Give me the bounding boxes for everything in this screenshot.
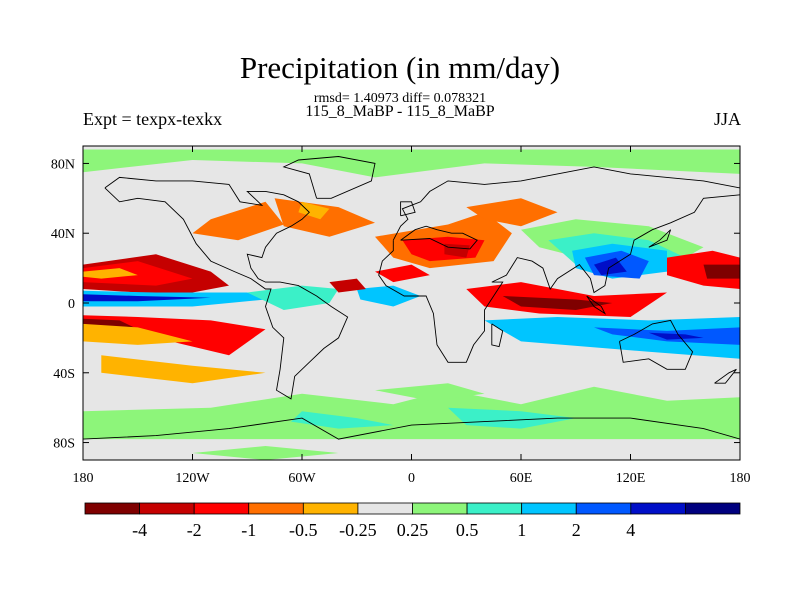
map-axes: 180 120W 60W 0 60E 120E 180 80N 40N 0 40S 80S: [51, 146, 751, 486]
colorbar-swatch: [412, 502, 468, 515]
coastline-4: [400, 225, 478, 250]
field-region-15: [101, 355, 266, 384]
field-region-8: [192, 201, 284, 241]
field-region-36: [375, 264, 430, 283]
coastline-7: [491, 323, 504, 348]
lon-tick-label: 120E: [616, 471, 646, 486]
field-region-7: [83, 323, 193, 345]
coastline-9: [400, 201, 416, 217]
field-region-4: [83, 294, 211, 302]
coastline-10: [648, 229, 672, 248]
lat-tick-label: 40S: [53, 367, 75, 382]
colorbar-label: -4: [132, 520, 147, 540]
lat-tick-label: 40N: [51, 227, 75, 242]
colorbar-swatch: [139, 502, 195, 515]
colorbar-label: -2: [187, 520, 202, 540]
field-region-32: [648, 332, 704, 340]
coastline-6: [83, 417, 740, 440]
lon-tick-label: 180: [730, 471, 751, 486]
colorbar-swatch: [521, 502, 577, 515]
colorbar-swatch: [357, 502, 413, 515]
field-region-18: [448, 407, 576, 429]
plot-title: Precipitation (in mm/day): [239, 50, 561, 85]
field-region-2: [83, 268, 138, 279]
field-region-37: [375, 383, 485, 401]
lon-tick-label: 180: [73, 471, 94, 486]
colorbar: -4 -2 -1 -0.5 -0.25 0.25 0.5 1 2 4: [84, 502, 741, 540]
colorbar-swatch: [575, 502, 632, 515]
lon-tick-label: 120W: [175, 471, 210, 486]
field-region-14: [466, 198, 558, 227]
colorbar-label: 0.5: [456, 520, 479, 540]
field-region-10: [298, 201, 330, 220]
lat-tick-label: 80N: [51, 157, 75, 172]
colorbar-label: -1: [241, 520, 256, 540]
season-label: JJA: [713, 109, 741, 129]
colorbar-swatch: [302, 502, 359, 515]
field-region-16: [83, 149, 740, 178]
coastline-11: [714, 368, 737, 384]
lat-tick-label: 80S: [53, 437, 75, 452]
stats-line: rmsd= 1.40973 diff= 0.078321: [313, 91, 487, 106]
colorbar-label: 4: [626, 520, 635, 540]
coastline-8: [586, 295, 607, 315]
colorbar-label: 0.25: [397, 520, 429, 540]
coastline-2: [392, 166, 740, 241]
field-region-35: [329, 278, 366, 293]
lat-tick-label: 0: [68, 297, 75, 312]
colorbar-label: 1: [517, 520, 526, 540]
coastlines: [83, 156, 740, 440]
colorbar-swatch: [630, 502, 686, 515]
precip-difference-field: [83, 149, 740, 460]
colorbar-label: -0.5: [289, 520, 318, 540]
colorbar-label: 2: [572, 520, 581, 540]
coastline-3: [378, 194, 740, 363]
field-region-19: [291, 411, 394, 429]
field-region-9: [274, 198, 375, 237]
colorbar-swatch: [193, 502, 250, 515]
lon-tick-label: 60W: [288, 471, 316, 486]
field-region-30: [484, 317, 740, 359]
field-region-27: [703, 264, 740, 279]
colorbar-swatch: [248, 502, 304, 515]
field-region-1: [83, 261, 193, 286]
experiment-compare: 115_8_MaBP - 115_8_MaBP: [305, 103, 495, 120]
coastline-1: [282, 156, 376, 199]
lon-tick-label: 60E: [510, 471, 533, 486]
colorbar-swatch: [685, 502, 741, 515]
colorbar-label: -0.25: [339, 520, 377, 540]
colorbar-swatch: [466, 502, 523, 515]
colorbar-swatch: [84, 502, 140, 515]
field-region-26: [667, 250, 740, 289]
field-region-34: [356, 285, 421, 307]
lon-tick-label: 0: [408, 471, 415, 486]
experiment-label: Expt = texpx-texkx: [83, 109, 223, 129]
coastline-0: [104, 176, 349, 400]
coastline-5: [619, 319, 694, 370]
field-region-29: [502, 296, 613, 310]
